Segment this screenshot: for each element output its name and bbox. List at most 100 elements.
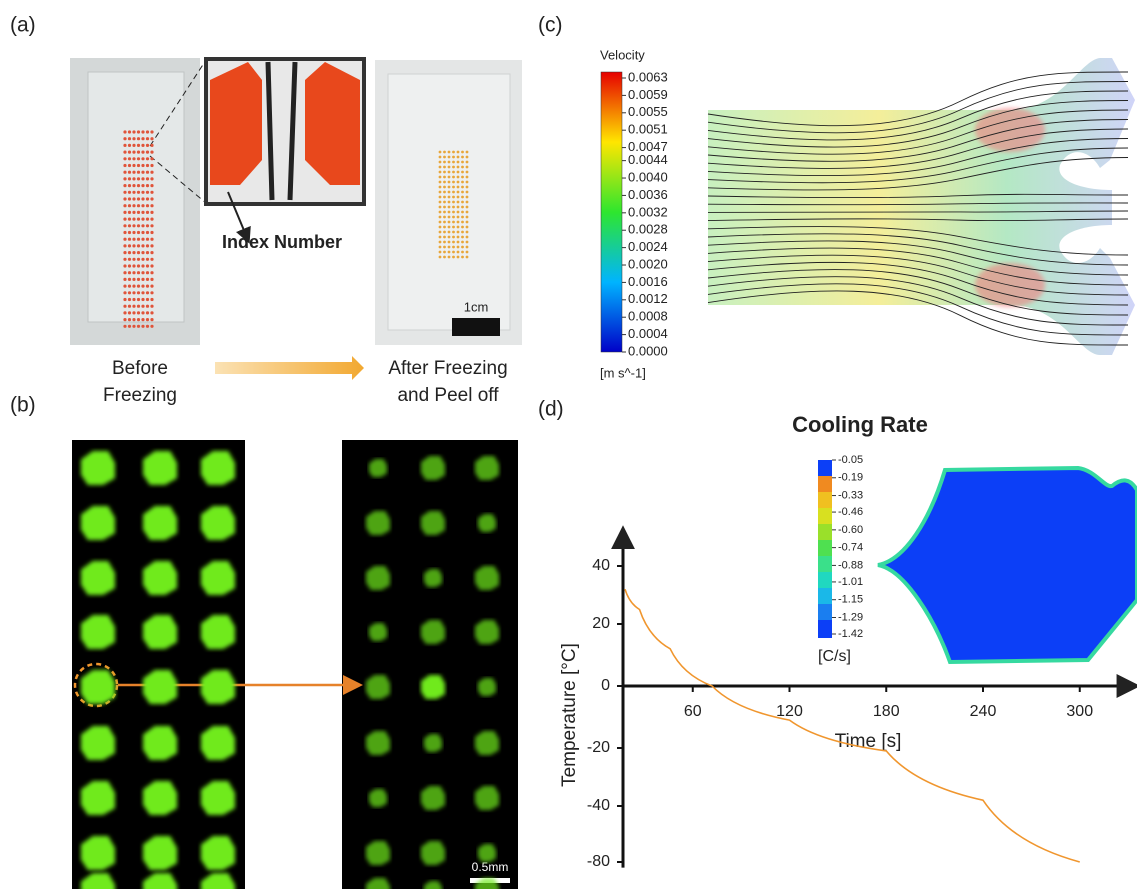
chamber-dot bbox=[128, 211, 131, 214]
chamber-dot bbox=[448, 166, 451, 169]
colorbar-label: 0.0044 bbox=[628, 152, 668, 167]
chamber-dot bbox=[146, 191, 149, 194]
chamber-dot bbox=[132, 311, 135, 314]
chamber-dot bbox=[128, 291, 131, 294]
droplet bbox=[143, 561, 177, 595]
chamber-dot bbox=[137, 278, 140, 281]
droplet bbox=[369, 789, 387, 807]
chamber-dot bbox=[448, 151, 451, 154]
y-tick-label: 0 bbox=[601, 677, 610, 694]
chamber-dot bbox=[141, 224, 144, 227]
chamber-dot bbox=[461, 246, 464, 249]
chamber-dot bbox=[137, 285, 140, 288]
droplet bbox=[81, 615, 115, 649]
chamber-dot bbox=[150, 177, 153, 180]
chamber-dot bbox=[448, 186, 451, 189]
chamber-dot bbox=[448, 236, 451, 239]
chamber-dot bbox=[132, 238, 135, 241]
chamber-dot bbox=[461, 251, 464, 254]
chamber-dot bbox=[141, 177, 144, 180]
chamber-dot bbox=[128, 318, 131, 321]
chamber-dot bbox=[128, 130, 131, 133]
chamber-dot bbox=[141, 278, 144, 281]
slide bbox=[88, 72, 184, 322]
chamber-dot bbox=[128, 305, 131, 308]
chamber-dot bbox=[150, 144, 153, 147]
chamber-dot bbox=[443, 241, 446, 244]
chamber-dot bbox=[452, 206, 455, 209]
chamber-dot bbox=[123, 171, 126, 174]
colorbar-label: 0.0063 bbox=[628, 69, 668, 84]
chamber-dot bbox=[132, 197, 135, 200]
chamber-dot bbox=[137, 271, 140, 274]
colorbar-band bbox=[818, 492, 832, 508]
chamber-dot bbox=[132, 291, 135, 294]
chamber-dot bbox=[123, 325, 126, 328]
droplet bbox=[475, 786, 499, 810]
scale-bar bbox=[452, 318, 500, 336]
chamber-dot bbox=[461, 226, 464, 229]
chamber-dot bbox=[123, 177, 126, 180]
chamber-dot bbox=[439, 156, 442, 159]
chamber-dot bbox=[443, 236, 446, 239]
chamber-dot bbox=[466, 256, 469, 259]
chamber-dot bbox=[439, 251, 442, 254]
chamber-dot bbox=[123, 285, 126, 288]
chamber-dot bbox=[141, 318, 144, 321]
chamber-dot bbox=[443, 216, 446, 219]
caption: Before bbox=[112, 358, 168, 379]
chamber-dot bbox=[443, 181, 446, 184]
chamber-dot bbox=[137, 244, 140, 247]
chamber-dot bbox=[123, 151, 126, 154]
chamber-dot bbox=[137, 211, 140, 214]
chamber-dot bbox=[123, 211, 126, 214]
chamber-dot bbox=[146, 197, 149, 200]
chamber-dot bbox=[466, 176, 469, 179]
chamber-dot bbox=[132, 157, 135, 160]
chamber-dot bbox=[141, 130, 144, 133]
colorbar-band bbox=[818, 524, 832, 540]
chamber-dot bbox=[150, 218, 153, 221]
chamber-dot bbox=[123, 311, 126, 314]
chamber-dot bbox=[452, 256, 455, 259]
chamber-dot bbox=[141, 171, 144, 174]
chamber-dot bbox=[452, 181, 455, 184]
chamber-dot bbox=[461, 221, 464, 224]
chamber-dot bbox=[128, 325, 131, 328]
chamber-dot bbox=[123, 144, 126, 147]
chamber-dot bbox=[128, 177, 131, 180]
chamber-dot bbox=[146, 224, 149, 227]
colorbar-label: -0.05 bbox=[838, 454, 863, 466]
colorbar-label: -0.33 bbox=[838, 489, 863, 501]
chamber-dot bbox=[452, 166, 455, 169]
droplet bbox=[201, 781, 235, 815]
chamber-dot bbox=[466, 226, 469, 229]
chamber-dot bbox=[141, 264, 144, 267]
colorbar-label: 0.0028 bbox=[628, 222, 668, 237]
chamber-dot bbox=[443, 256, 446, 259]
colorbar-label: -0.88 bbox=[838, 559, 863, 571]
chamber-dot bbox=[141, 285, 144, 288]
chamber-dot bbox=[150, 264, 153, 267]
chamber-dot bbox=[448, 231, 451, 234]
droplet bbox=[478, 678, 496, 696]
colorbar-band bbox=[818, 588, 832, 604]
panel-label: (b) bbox=[10, 394, 36, 417]
colorbar-label: 0.0036 bbox=[628, 187, 668, 202]
colorbar-label: -1.42 bbox=[838, 628, 863, 640]
chamber-dot bbox=[137, 177, 140, 180]
chamber-dot bbox=[150, 318, 153, 321]
chamber-dot bbox=[466, 216, 469, 219]
chamber-dot bbox=[443, 206, 446, 209]
chamber-dot bbox=[443, 166, 446, 169]
chamber-dot bbox=[132, 177, 135, 180]
droplet bbox=[201, 726, 235, 760]
chamber-dot bbox=[448, 196, 451, 199]
chamber-dot bbox=[132, 211, 135, 214]
chamber-dot bbox=[137, 251, 140, 254]
chamber-dot bbox=[448, 156, 451, 159]
chamber-dot bbox=[452, 226, 455, 229]
chamber-dot bbox=[141, 231, 144, 234]
droplet bbox=[369, 459, 387, 477]
colorbar-band bbox=[818, 572, 832, 588]
